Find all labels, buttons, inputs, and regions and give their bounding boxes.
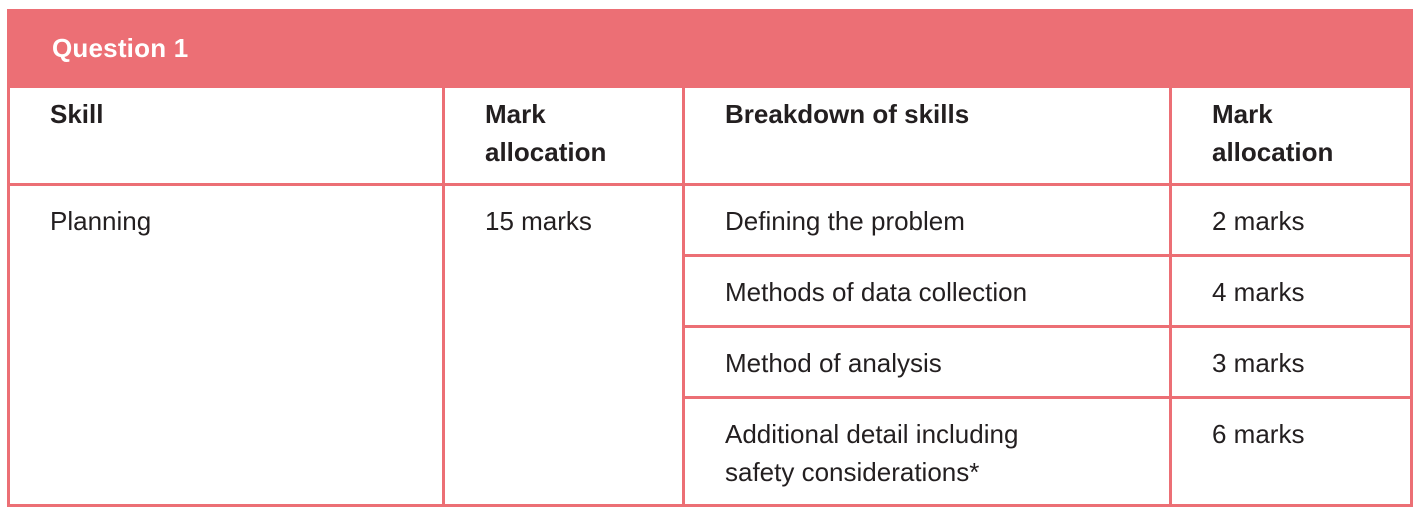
breakdown-marks-cell: 6 marks <box>1168 396 1414 507</box>
table-row: Additional detail including safety consi… <box>9 396 1414 507</box>
header-breakdown-mark-line2: allocation <box>1212 137 1334 167</box>
breakdown-marks-cell: 2 marks <box>1168 183 1414 257</box>
header-mark-allocation: Mark allocation <box>442 85 685 186</box>
header-breakdown-mark-allocation: Mark allocation <box>1168 85 1414 186</box>
mark-scheme-table: Question 1 Skill Mark allocation Breakdo… <box>6 9 1414 507</box>
breakdown-marks: 3 marks <box>1212 348 1305 378</box>
table-title-row: Question 1 <box>6 9 1414 88</box>
skill-marks: 15 marks <box>485 206 592 236</box>
breakdown-marks: 2 marks <box>1212 206 1305 236</box>
table-row: Methods of data collection 4 marks <box>9 254 1414 328</box>
breakdown-label-cell: Defining the problem <box>682 183 1172 257</box>
header-breakdown-label: Breakdown of skills <box>725 99 970 129</box>
header-mark-allocation-line2: allocation <box>485 137 607 167</box>
breakdown-label-cell: Additional detail including safety consi… <box>682 396 1172 507</box>
mark-scheme-table-container: Question 1 Skill Mark allocation Breakdo… <box>6 9 1414 507</box>
skill-marks-cell: 15 marks <box>442 183 685 507</box>
breakdown-marks: 6 marks <box>1212 419 1305 449</box>
table-header-row: Skill Mark allocation Breakdown of skill… <box>7 85 1414 186</box>
header-skill-label: Skill <box>50 99 104 129</box>
header-mark-allocation-line1: Mark <box>485 99 546 129</box>
breakdown-label-line2: safety considerations* <box>725 457 980 487</box>
breakdown-label-line1: Additional detail including <box>725 419 1019 449</box>
breakdown-label-cell: Method of analysis <box>682 325 1172 399</box>
breakdown-label: Method of analysis <box>725 348 942 378</box>
breakdown-label: Methods of data collection <box>725 277 1028 307</box>
breakdown-marks-cell: 3 marks <box>1168 325 1414 399</box>
table-title-cell: Question 1 <box>6 9 1414 88</box>
breakdown-label-cell: Methods of data collection <box>682 254 1172 328</box>
breakdown-label: Defining the problem <box>725 206 965 236</box>
table-row: Planning 15 marks Defining the problem 2… <box>7 183 1414 507</box>
header-skill: Skill <box>7 85 445 186</box>
header-breakdown: Breakdown of skills <box>682 85 1172 186</box>
skill-cell: Planning <box>7 183 445 507</box>
breakdown-marks-cell: 4 marks <box>1168 254 1414 328</box>
skill-name: Planning <box>50 206 152 236</box>
header-breakdown-mark-line1: Mark <box>1212 99 1273 129</box>
table-row: Method of analysis 3 marks <box>9 325 1414 399</box>
breakdown-marks: 4 marks <box>1212 277 1305 307</box>
table-title: Question 1 <box>52 33 189 63</box>
